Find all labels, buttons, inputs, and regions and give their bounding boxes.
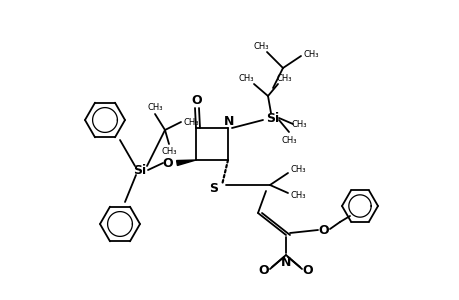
Polygon shape: [176, 160, 196, 166]
Text: O: O: [302, 265, 313, 278]
Text: O: O: [258, 265, 269, 278]
Text: O: O: [318, 224, 329, 236]
Text: CH₃: CH₃: [276, 74, 291, 82]
Text: CH₃: CH₃: [280, 136, 296, 145]
Text: N: N: [224, 115, 234, 128]
Text: CH₃: CH₃: [183, 118, 198, 127]
Text: CH₃: CH₃: [253, 41, 268, 50]
Text: Si: Si: [266, 112, 279, 124]
Text: O: O: [191, 94, 202, 106]
Text: N: N: [280, 256, 291, 269]
Text: CH₃: CH₃: [161, 146, 176, 155]
Text: CH₃: CH₃: [302, 50, 318, 58]
Text: CH₃: CH₃: [290, 190, 305, 200]
Text: O: O: [162, 157, 173, 169]
Text: Si: Si: [133, 164, 146, 176]
Text: CH₃: CH₃: [147, 103, 162, 112]
Text: CH₃: CH₃: [290, 164, 305, 173]
Text: S: S: [209, 182, 218, 194]
Text: CH₃: CH₃: [238, 74, 253, 82]
Text: CH₃: CH₃: [291, 119, 306, 128]
